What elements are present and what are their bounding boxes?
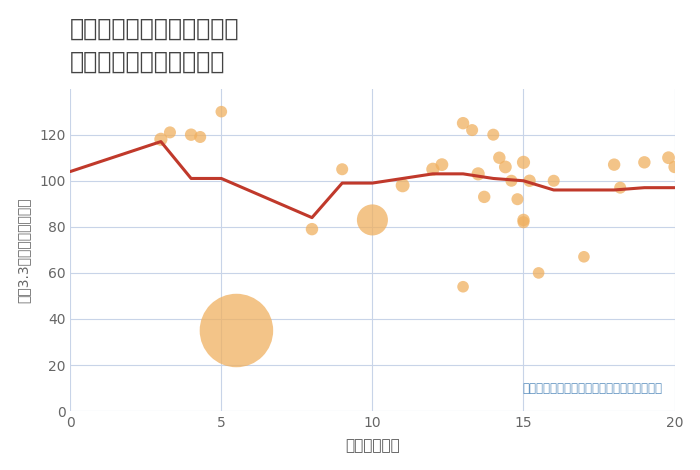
Point	[488, 131, 499, 139]
Point	[397, 181, 408, 189]
Point	[669, 163, 680, 171]
Point	[195, 133, 206, 141]
Point	[639, 158, 650, 166]
Text: 愛知県春日井市下市場町の
駅距離別中古戸建て価格: 愛知県春日井市下市場町の 駅距離別中古戸建て価格	[70, 16, 239, 74]
Point	[608, 161, 620, 168]
Point	[512, 196, 523, 203]
Point	[533, 269, 544, 277]
Point	[458, 283, 469, 290]
Point	[578, 253, 589, 260]
Point	[518, 219, 529, 226]
Point	[518, 216, 529, 224]
Point	[548, 177, 559, 185]
Point	[473, 170, 484, 178]
Point	[615, 184, 626, 191]
Point	[436, 161, 447, 168]
Point	[164, 129, 176, 136]
Point	[494, 154, 505, 162]
Point	[155, 135, 167, 143]
Point	[427, 165, 438, 173]
Point	[367, 216, 378, 224]
Point	[337, 165, 348, 173]
Point	[307, 226, 318, 233]
Point	[506, 177, 517, 185]
Point	[458, 119, 469, 127]
X-axis label: 駅距離（分）: 駅距離（分）	[345, 439, 400, 454]
Point	[216, 108, 227, 116]
Point	[518, 158, 529, 166]
Point	[500, 163, 511, 171]
Point	[663, 154, 674, 162]
Point	[186, 131, 197, 139]
Text: 円の大きさは、取引のあった物件面積を示す: 円の大きさは、取引のあった物件面積を示す	[522, 382, 662, 395]
Point	[479, 193, 490, 201]
Point	[466, 126, 477, 134]
Y-axis label: 坪（3.3㎡）単価（万円）: 坪（3.3㎡）単価（万円）	[17, 197, 31, 303]
Point	[524, 177, 535, 185]
Point	[231, 327, 242, 334]
